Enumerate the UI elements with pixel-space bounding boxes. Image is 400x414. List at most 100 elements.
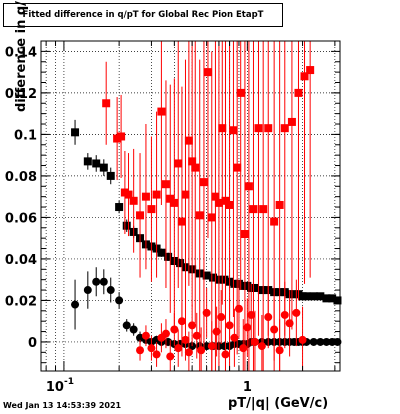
data-point <box>230 333 239 342</box>
data-point <box>211 192 220 201</box>
data-point <box>170 325 179 334</box>
data-series <box>71 41 342 371</box>
data-point <box>177 317 186 326</box>
data-point <box>225 321 234 330</box>
data-point <box>191 163 200 172</box>
data-point <box>239 281 248 290</box>
x-tick-label-exponent: -1 <box>64 377 74 387</box>
data-point <box>207 342 216 351</box>
data-point <box>166 352 175 361</box>
data-point <box>83 286 92 295</box>
data-point <box>270 217 279 226</box>
data-point <box>280 124 289 133</box>
data-point <box>157 248 166 257</box>
data-point <box>240 230 249 239</box>
data-point <box>129 196 138 205</box>
data-point <box>83 157 92 166</box>
data-point <box>233 163 242 172</box>
data-point <box>309 337 318 346</box>
data-point <box>316 292 325 301</box>
data-point <box>129 325 138 334</box>
data-point <box>229 126 238 135</box>
data-point <box>199 178 208 187</box>
data-point <box>115 203 124 212</box>
timestamp-footer: Wed Jan 13 14:53:39 2021 <box>3 401 122 410</box>
data-point <box>264 124 273 133</box>
data-point <box>115 296 124 305</box>
data-point <box>302 292 311 301</box>
data-point <box>259 205 268 214</box>
data-point <box>71 128 80 137</box>
data-point <box>221 350 230 359</box>
data-point <box>202 308 211 317</box>
data-point <box>209 273 218 282</box>
data-point <box>300 72 309 81</box>
data-point <box>184 136 193 145</box>
data-point <box>290 290 299 299</box>
data-point <box>174 344 183 353</box>
data-point <box>197 346 206 355</box>
y-tick-label: 0.1 <box>14 128 37 143</box>
y-tick-label: 0.04 <box>5 253 37 268</box>
series-0 <box>71 119 342 305</box>
data-point <box>249 205 258 214</box>
data-point <box>117 132 126 141</box>
data-point <box>275 346 284 355</box>
y-tick-label: 0.14 <box>5 45 37 60</box>
data-point <box>192 331 201 340</box>
data-point <box>217 313 226 322</box>
data-point <box>174 159 183 168</box>
data-point <box>202 271 211 280</box>
x-axis-label: pT/|q| (GeV/c) <box>228 396 329 411</box>
data-point <box>188 157 197 166</box>
data-point <box>203 68 212 77</box>
data-point <box>280 310 289 319</box>
data-point <box>214 198 223 207</box>
data-point <box>195 211 204 220</box>
data-point <box>147 205 156 214</box>
data-point <box>157 107 166 116</box>
data-point <box>275 200 284 209</box>
data-point <box>136 211 145 220</box>
data-point <box>212 327 221 336</box>
data-point <box>306 66 315 75</box>
data-point <box>236 88 245 97</box>
data-point <box>250 337 259 346</box>
data-point <box>243 323 252 332</box>
data-point <box>152 190 161 199</box>
data-point <box>247 310 256 319</box>
data-point <box>161 180 170 189</box>
data-point <box>152 350 161 359</box>
data-point <box>92 159 101 168</box>
data-point <box>225 200 234 209</box>
data-point <box>285 319 294 328</box>
data-point <box>141 331 150 340</box>
data-point <box>122 221 131 230</box>
data-point <box>106 286 115 295</box>
data-point <box>92 277 101 286</box>
data-point <box>322 294 331 303</box>
data-point <box>220 275 229 284</box>
data-point <box>136 346 145 355</box>
data-point <box>106 171 115 180</box>
data-point <box>244 182 253 191</box>
data-point <box>184 348 193 357</box>
y-tick-label: 0.12 <box>5 87 37 102</box>
data-point <box>292 308 301 317</box>
data-point <box>254 124 263 133</box>
data-point <box>328 294 337 303</box>
data-point <box>309 292 318 301</box>
data-point <box>298 335 307 344</box>
x-tick-label: 1 <box>243 380 252 395</box>
chart-title: Fitted difference in q/pT for Global Rec… <box>3 3 283 27</box>
data-point <box>230 279 239 288</box>
data-point <box>218 124 227 133</box>
data-point <box>239 344 248 353</box>
x-tick-label: 10-1 <box>46 377 74 395</box>
data-point <box>99 163 108 172</box>
data-point <box>102 99 111 108</box>
data-point <box>147 344 156 353</box>
series-3 <box>136 279 307 371</box>
plot-frame <box>40 40 341 372</box>
